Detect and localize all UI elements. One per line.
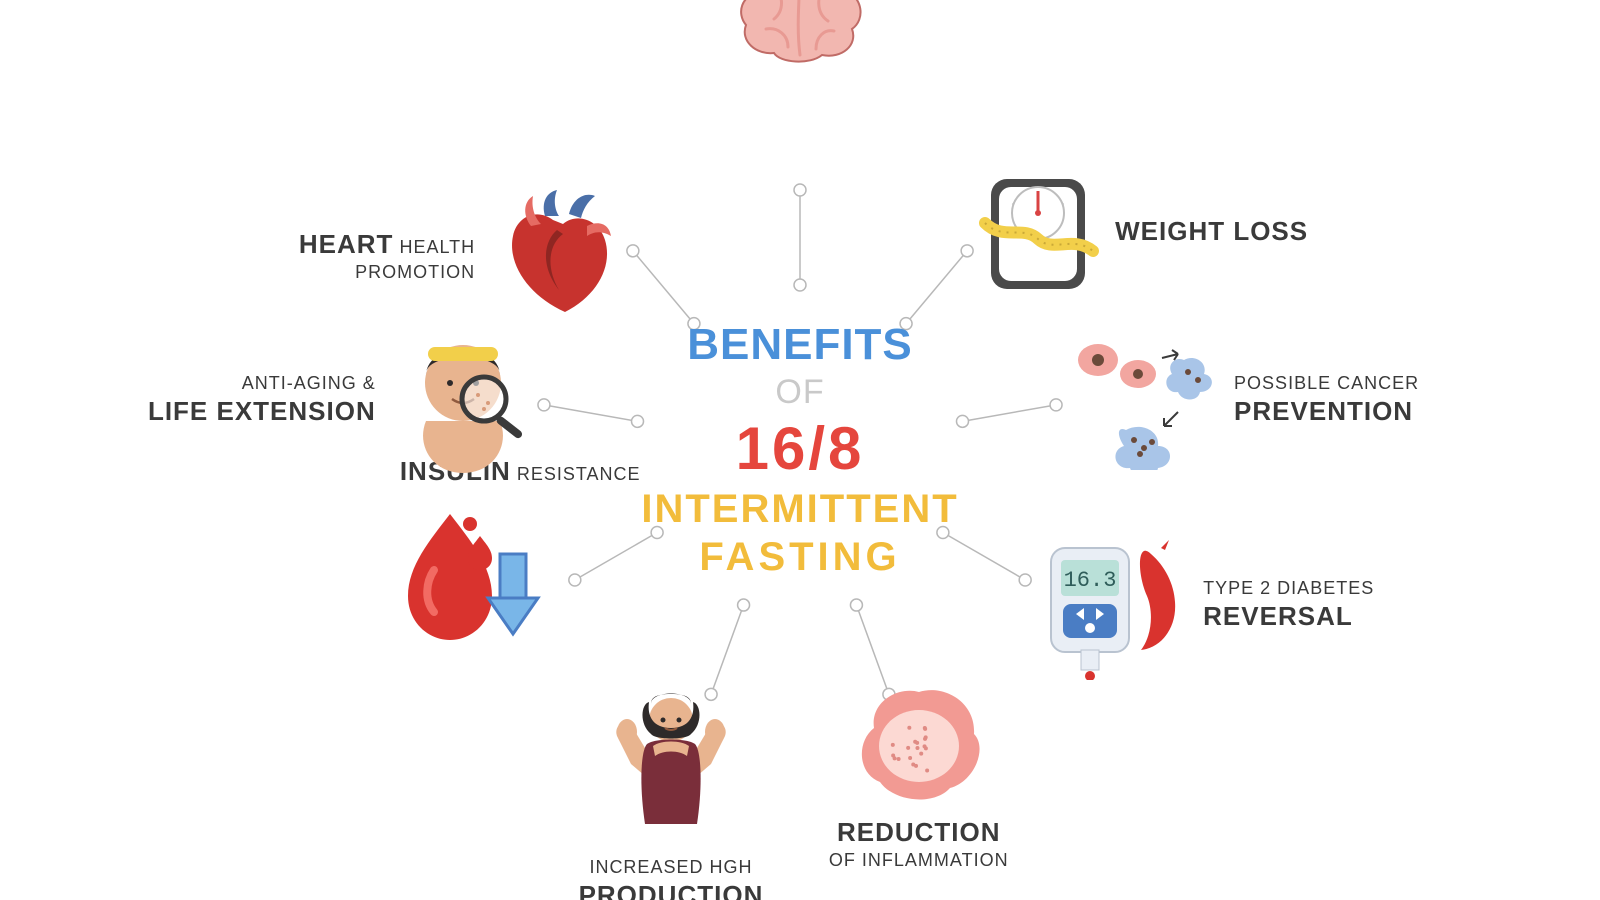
center-title-line: FASTING <box>641 533 958 581</box>
node-inflammation: REDUCTIONOF INFLAMMATION <box>829 684 1009 872</box>
glucometer-icon: 16.3 <box>1031 530 1191 680</box>
muscle-icon <box>591 684 751 844</box>
label-hgh: INCREASED HGHPRODUCTION <box>579 856 764 900</box>
center-title-line: OF <box>641 372 958 413</box>
label-heart-health: HEART HEALTHPROMOTION <box>299 228 475 284</box>
center-title-line: INTERMITTENT <box>641 485 958 533</box>
node-brain-activity: BRAIN ACTIVITY <box>690 0 911 65</box>
node-cancer-prevention: POSSIBLE CANCERPREVENTION <box>1062 330 1419 470</box>
node-hgh: INCREASED HGHPRODUCTION <box>579 684 764 900</box>
label-weight-loss: WEIGHT LOSS <box>1115 215 1308 248</box>
svg-text:16.3: 16.3 <box>1064 568 1117 593</box>
tissue-icon <box>854 684 984 804</box>
label-inflammation: REDUCTIONOF INFLAMMATION <box>829 816 1009 872</box>
node-diabetes-reversal: 16.3 TYPE 2 DIABETESREVERSAL <box>1031 530 1374 680</box>
face-magnifier-icon <box>388 325 538 475</box>
brain-icon <box>730 0 870 65</box>
cells-icon <box>1062 330 1222 470</box>
node-anti-aging: ANTI-AGING &LIFE EXTENSION <box>148 325 538 475</box>
label-anti-aging: ANTI-AGING &LIFE EXTENSION <box>148 372 376 428</box>
center-title-line: 16/8 <box>641 413 958 485</box>
center-title: BENEFITSOF16/8INTERMITTENTFASTING <box>641 319 958 581</box>
label-diabetes-reversal: TYPE 2 DIABETESREVERSAL <box>1203 577 1374 633</box>
label-cancer-prevention: POSSIBLE CANCERPREVENTION <box>1234 372 1419 428</box>
node-weight-loss: WEIGHT LOSS <box>973 161 1308 301</box>
center-title-line: BENEFITS <box>641 319 958 372</box>
heart-organ-icon <box>487 186 627 326</box>
node-heart-health: HEART HEALTHPROMOTION <box>299 186 627 326</box>
node-insulin: INSULIN RESISTANCE <box>400 455 641 650</box>
scale-icon <box>973 161 1103 301</box>
blood-drop-down-icon <box>400 500 550 650</box>
